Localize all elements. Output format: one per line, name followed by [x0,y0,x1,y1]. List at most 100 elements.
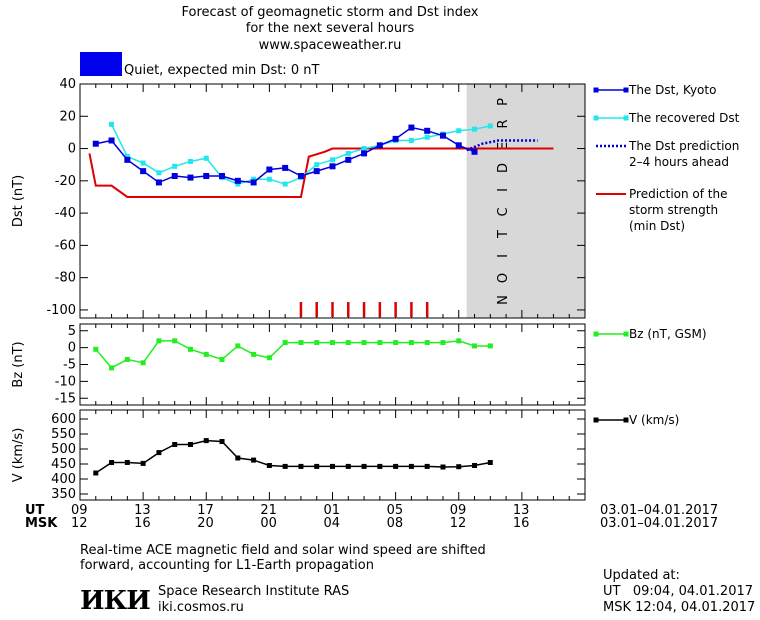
y-tick-label: -80 [55,271,76,286]
speed-point [219,439,225,444]
y-tick-label: 450 [51,457,76,472]
dst-kyoto-point [297,172,304,179]
bz-point [472,343,478,349]
dst-kyoto-point [282,164,289,171]
dst-recovered-point [140,160,146,166]
chart-title-line2: for the next several hours [245,21,415,36]
site-link[interactable]: www.spaceweather.ru [258,38,402,53]
dst-recovered-legend-marker [593,115,599,121]
y-axis-title: Dst (nT) [11,175,26,227]
dst-kyoto-point [455,142,462,149]
y-tick-label: 550 [51,427,76,442]
dst-kyoto-point [250,179,257,186]
speed-legend-marker [593,417,599,423]
speed-point [424,463,430,469]
y-tick-label: -15 [55,391,76,406]
bz-point [187,346,193,352]
bz-point [93,346,99,352]
updated-msk: MSK 12:04, 04.01.2017 [603,600,756,615]
bz-point [408,340,414,346]
dst-recovered-point [456,128,462,134]
chart-title-line1: Forecast of geomagnetic storm and Dst in… [181,5,479,20]
dst-recovered-point [361,146,367,152]
speed-point [377,463,383,469]
y-tick-label: 5 [68,324,76,339]
dst-kyoto-point [203,172,210,179]
bz-point [456,338,462,344]
bz-point [298,340,304,346]
dst-recovered-point [487,123,493,129]
prediction-letter: R [496,119,511,128]
bz-point [172,338,178,344]
msk-axis-label: MSK [25,516,58,531]
msk-tick-label: 16 [512,516,530,531]
prediction-band [466,84,585,318]
y-tick-label: 0 [68,341,76,356]
dst-recovered-legend-marker [623,115,629,121]
dst-kyoto-point [92,140,99,147]
dst-kyoto-point [124,156,131,163]
dst-kyoto-point [234,177,241,184]
speed-point [298,463,304,469]
panel-frame [79,323,586,406]
speed-point [345,463,351,469]
speed-legend-marker [623,417,629,423]
speed-point [172,442,178,447]
dst-recovered-point [345,150,351,156]
speed-legend-label: V (km/s) [629,413,679,427]
y-tick-label: 600 [51,412,76,427]
prediction-letter: O [496,273,511,283]
dst-recovered-point [408,137,414,143]
msk-tick-label: 20 [197,516,214,531]
speed-point [330,463,335,469]
ut-tick-label: 05 [386,503,404,518]
speed-point [393,463,399,469]
prediction-letter: P [496,98,511,106]
speed-point [235,455,241,461]
msk-date-range: 03.01–04.01.2017 [600,516,719,531]
institute-url[interactable]: iki.cosmos.ru [158,600,244,615]
y-tick-label: -100 [46,303,76,318]
bz-point [219,356,225,362]
storm-strength-line [88,147,554,198]
dst-kyoto-point [108,137,115,144]
prediction-letter: N [496,295,511,305]
y-tick-label: -5 [63,358,76,373]
prediction-letter: T [496,230,511,239]
dst-recovered-point [172,163,178,169]
ut-axis-label: UT [25,503,45,518]
footer-note-line1: Real-time ACE magnetic field and solar w… [80,543,486,558]
y-axis-title: Bz (nT) [11,341,26,387]
bz-line [95,340,491,369]
speed-point [156,450,162,456]
dst-kyoto-legend-marker [623,87,629,93]
speed-point [93,470,99,476]
status-color-box [80,52,122,76]
speed-point [109,460,115,465]
footer-note-line2: forward, accounting for L1-Earth propaga… [80,558,374,573]
dst-recovered-legend-label: The recovered Dst [628,111,740,125]
bz-point [487,343,493,349]
y-tick-label: -40 [55,206,76,221]
prediction-letter: D [496,163,511,173]
speed-line [95,439,491,474]
dst-kyoto-point [439,132,446,139]
bz-point [266,355,272,361]
ut-date-range: 03.01–04.01.2017 [600,503,719,518]
bz-point [377,340,383,346]
msk-tick-label: 04 [323,516,341,531]
y-tick-label: 400 [51,472,76,487]
dst-kyoto-point [140,168,147,175]
dst-prediction-line [466,139,538,152]
iki-logo: ИКИ [80,586,151,616]
speed-point [140,460,146,466]
ut-tick-label: 21 [260,503,277,518]
bz-point [393,340,399,346]
speed-point [472,463,478,468]
ut-tick-label: 01 [323,503,341,518]
dst-recovered-point [314,162,320,168]
speed-point [361,463,367,469]
dst-kyoto-point [219,172,226,179]
bz-point [109,365,115,371]
dst-recovered-point [156,170,162,176]
